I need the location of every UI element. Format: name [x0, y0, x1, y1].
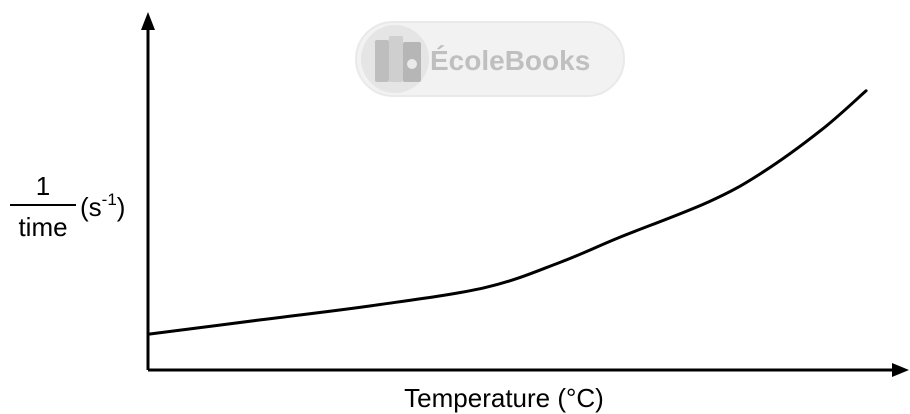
y-label-numerator: 1 — [36, 171, 50, 201]
y-label-unit-open: (s — [80, 192, 102, 222]
y-axis-arrow — [141, 12, 155, 30]
y-axis-label: 1 time (s-1) — [10, 171, 125, 242]
x-axis-label: Temperature (°C) — [404, 383, 604, 413]
watermark-brand: ÉcoleBooks — [430, 45, 590, 76]
books-icon — [361, 25, 429, 93]
series-line — [146, 89, 868, 336]
y-label-unit-exponent: -1 — [102, 190, 117, 209]
y-label-unit: (s-1) — [80, 190, 125, 222]
watermark-logo: ÉcoleBooks — [355, 21, 625, 97]
x-axis-arrow — [892, 363, 909, 377]
y-label-denominator: time — [18, 212, 67, 242]
y-label-unit-close: ) — [117, 192, 126, 222]
axes — [141, 12, 909, 377]
